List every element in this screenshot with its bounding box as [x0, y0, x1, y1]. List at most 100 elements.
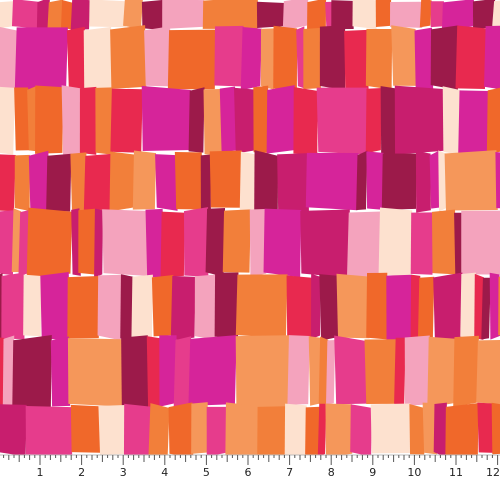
- stripe: [386, 274, 413, 341]
- stripe: [303, 27, 321, 90]
- stripe: [183, 207, 209, 277]
- stripe: [441, 0, 474, 31]
- stripe: [141, 85, 192, 152]
- stripe: [23, 274, 42, 337]
- stripe: [380, 86, 397, 156]
- stripe: [95, 87, 114, 155]
- stripe: [67, 338, 123, 407]
- stripe: [94, 208, 104, 278]
- stripe: [235, 335, 291, 408]
- ruler-label: 10: [407, 466, 421, 479]
- stripe: [286, 275, 313, 340]
- stripe: [0, 27, 18, 91]
- stripe: [325, 403, 353, 458]
- stripe: [14, 154, 30, 212]
- stripe: [378, 207, 413, 278]
- stripe: [282, 0, 309, 31]
- stripe: [40, 272, 71, 341]
- stripe: [0, 404, 27, 457]
- stripe: [277, 153, 309, 213]
- stripe: [102, 209, 148, 276]
- stripe: [445, 402, 479, 457]
- stripe: [260, 28, 275, 90]
- stripe: [28, 150, 50, 212]
- stripe: [170, 275, 196, 341]
- stripe: [11, 0, 39, 29]
- stripe: [266, 85, 295, 154]
- stripe: [79, 86, 97, 155]
- stripe: [430, 1, 444, 28]
- stripe: [366, 151, 385, 211]
- stripe: [305, 152, 359, 211]
- stripe: [316, 87, 370, 155]
- stripe: [257, 406, 287, 457]
- stripe: [346, 211, 382, 277]
- stripe: [131, 274, 153, 340]
- stripe: [194, 274, 217, 341]
- stripe: [431, 209, 456, 275]
- stripe: [409, 404, 425, 455]
- stripe: [234, 87, 257, 154]
- stripe: [11, 208, 22, 273]
- stripe: [0, 1, 16, 28]
- stripe: [317, 403, 327, 457]
- ruler-background: [0, 455, 500, 500]
- stripe: [14, 27, 68, 91]
- stripe: [83, 153, 112, 210]
- stripe: [1, 272, 25, 340]
- ruler-label: 12: [486, 466, 500, 479]
- stripe: [491, 402, 500, 455]
- stripe: [89, 0, 127, 28]
- stripe: [240, 26, 263, 91]
- stripe: [460, 272, 476, 341]
- stripe: [404, 335, 431, 406]
- stripe: [300, 209, 351, 278]
- stripe: [203, 88, 222, 156]
- stripe: [168, 402, 194, 458]
- stripe: [225, 402, 259, 456]
- stripe: [319, 274, 340, 341]
- stripe: [414, 27, 434, 91]
- stripe: [287, 335, 310, 405]
- stripe: [12, 335, 52, 408]
- stripe: [364, 339, 399, 404]
- stripe: [98, 405, 127, 455]
- stripe: [173, 336, 192, 408]
- stripe: [191, 402, 208, 454]
- stripe: [331, 0, 354, 30]
- stripe: [419, 0, 432, 28]
- stripe: [429, 150, 441, 209]
- stripe: [390, 1, 423, 28]
- stripe: [391, 25, 418, 86]
- stripe: [18, 209, 30, 277]
- stripe: [458, 90, 489, 155]
- stripe: [249, 209, 267, 277]
- stripe: [394, 85, 444, 155]
- stripe: [148, 403, 170, 457]
- stripe: [256, 1, 286, 28]
- stripe: [202, 0, 258, 29]
- stripe: [120, 274, 134, 339]
- stripe: [476, 339, 500, 405]
- stripe: [311, 273, 321, 340]
- stripe: [47, 0, 64, 30]
- stripe: [344, 29, 369, 91]
- stripe: [318, 336, 329, 407]
- stripe: [422, 402, 437, 455]
- stripe: [0, 86, 16, 155]
- stripe: [0, 154, 16, 212]
- ruler-label: 4: [161, 466, 168, 479]
- stripe: [188, 87, 205, 153]
- ruler: 1 2 3 4 5 6 7 8 9 10 11 12: [3, 455, 500, 479]
- stripe: [14, 87, 30, 151]
- stripe: [0, 210, 15, 276]
- stripe: [160, 211, 185, 278]
- stripe: [474, 273, 484, 340]
- stripe: [352, 0, 377, 30]
- stripe: [110, 25, 147, 89]
- ruler-label: 9: [369, 466, 376, 479]
- stripe: [151, 275, 176, 337]
- stripe: [159, 335, 177, 407]
- stripe: [70, 0, 91, 31]
